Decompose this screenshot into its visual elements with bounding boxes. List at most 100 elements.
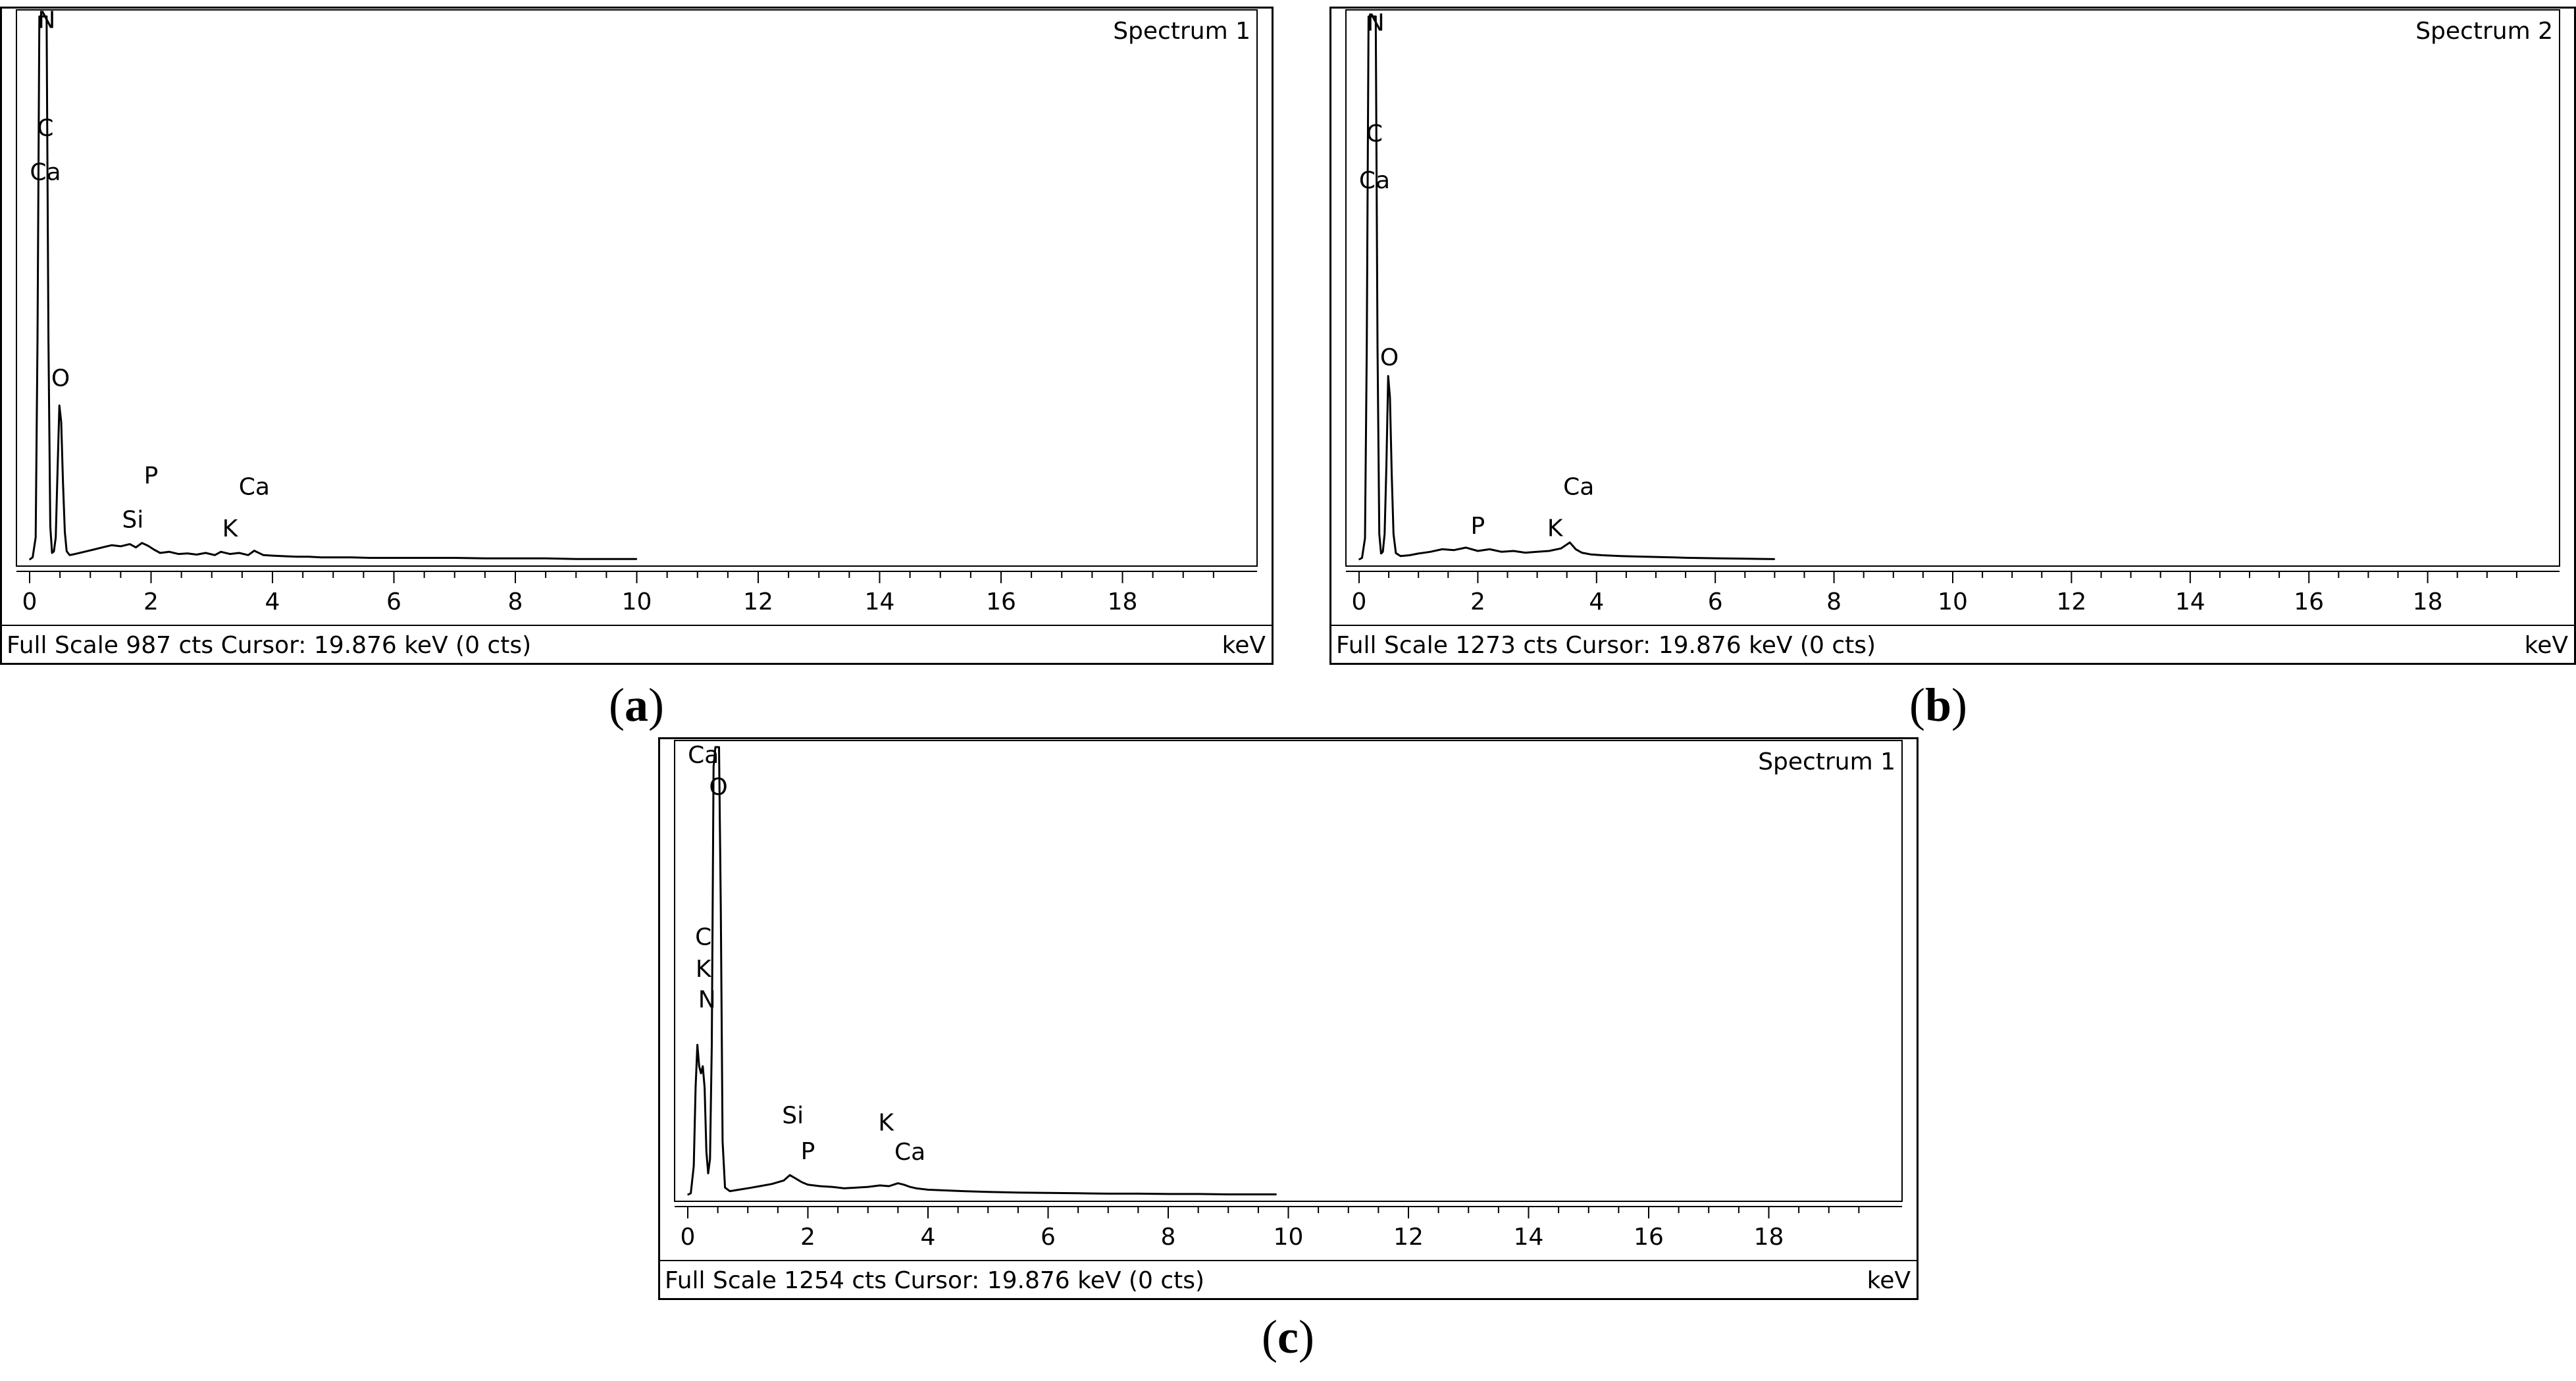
spectrum-title: Spectrum 1 <box>1113 18 1250 45</box>
spectrum-point <box>1358 559 1360 560</box>
spectrum-point <box>1685 557 1686 559</box>
spectrum-point <box>1589 554 1591 556</box>
spectrum-point <box>57 471 59 473</box>
spectrum-point <box>1389 396 1391 398</box>
spectrum-point <box>1372 16 1373 17</box>
spectrum-point <box>706 1151 708 1153</box>
x-axis-unit: keV <box>1867 1267 1911 1294</box>
x-axis-unit: keV <box>1222 632 1266 659</box>
spectrum-point <box>1655 556 1657 558</box>
spectrum-point <box>795 1178 797 1180</box>
spectrum-point <box>141 542 143 544</box>
spectrum-point <box>695 1087 696 1089</box>
x-tick-label: 2 <box>143 588 159 615</box>
x-tick-label: 10 <box>622 588 652 615</box>
spectrum-point <box>709 1158 711 1160</box>
spectrum-point <box>308 556 310 558</box>
spectrum-point <box>879 1185 881 1186</box>
status-readout: Full Scale 1254 cts Cursor: 19.876 keV (… <box>665 1267 1204 1294</box>
spectrum-point <box>61 421 62 423</box>
spectrum-point <box>1364 537 1366 539</box>
spectrum-point <box>49 526 51 527</box>
spectrum-point <box>1673 556 1674 558</box>
spectrum-point <box>636 558 638 560</box>
spectrum-point <box>238 552 240 554</box>
panel-frame <box>658 737 1919 1300</box>
spectrum-line <box>29 15 637 561</box>
spectrum-point <box>214 554 216 556</box>
spectrum-point <box>42 16 44 17</box>
spectrum-point <box>1197 1193 1199 1195</box>
spectrum-point <box>1391 473 1393 475</box>
x-tick-label: 18 <box>1754 1224 1784 1251</box>
x-axis-unit: keV <box>2525 632 2569 659</box>
spectrum-point <box>253 550 255 552</box>
spectrum-point <box>897 1182 899 1184</box>
spectrum-point <box>1370 16 1371 17</box>
spectrum-chart-b: 0 2 4 6 8 10 12 14 16 18 N C Ca O P K Ca Spectrum 2 Full S… <box>1329 7 2576 665</box>
spectrum-point <box>963 1190 965 1192</box>
spectrum-point <box>801 1182 803 1183</box>
spectrum-point <box>32 556 34 558</box>
spectrum-panel-a: 0 2 4 6 8 10 12 14 16 18 N C Ca O P Si Ca K Spectrum 1 Full… <box>0 7 1274 665</box>
peak-label: N <box>1367 9 1385 36</box>
spectrum-point <box>51 552 53 554</box>
spectrum-point <box>1453 549 1455 551</box>
peak-label: C <box>1366 120 1383 147</box>
peak-label: K <box>1547 515 1564 542</box>
peak-label: P <box>144 463 159 490</box>
spectrum-point <box>55 536 57 538</box>
spectrum-point <box>35 536 37 538</box>
spectrum-point <box>747 1187 749 1189</box>
panel-frame <box>0 7 1274 665</box>
spectrum-point <box>759 1186 761 1187</box>
spectrum-point <box>819 1186 821 1187</box>
spectrum-point <box>1408 554 1410 556</box>
spectrum-point <box>722 1140 723 1142</box>
spectrum-point <box>1382 551 1383 553</box>
spectrum-title: Spectrum 2 <box>2415 18 2553 45</box>
spectrum-point <box>708 1172 709 1174</box>
spectrum-point <box>195 554 197 556</box>
spectrum-point <box>369 557 371 559</box>
spectrum-point <box>351 556 352 558</box>
spectrum-point <box>46 16 47 17</box>
peak-label: C <box>37 115 53 142</box>
spectrum-point <box>1385 465 1387 467</box>
spectrum-point <box>1368 16 1370 17</box>
spectrum-point <box>1620 556 1621 557</box>
spectrum-point <box>69 554 70 556</box>
spectrum-point <box>724 1187 726 1188</box>
spectrum-point <box>789 1174 790 1176</box>
status-readout: Full Scale 1273 cts Cursor: 19.876 keV (… <box>1336 632 1876 659</box>
peak-label: Ca <box>688 742 719 769</box>
spectrum-point <box>605 558 607 560</box>
spectrum-panel-b: 0 2 4 6 8 10 12 14 16 18 N C Ca O P K Ca Spectrum 2 Full S… <box>1329 7 2576 665</box>
peak-label: P <box>1471 513 1485 540</box>
spectrum-point <box>1377 346 1378 347</box>
spectrum-point <box>716 746 718 748</box>
x-tick-label: 6 <box>386 588 401 615</box>
spectrum-point <box>93 549 94 550</box>
spectrum-point <box>696 1044 698 1046</box>
spectrum-point <box>927 1189 929 1191</box>
spectrum-point <box>690 1193 692 1194</box>
plot-area <box>1345 9 2560 567</box>
spectrum-point <box>101 546 103 548</box>
peak-label: Ca <box>239 473 270 500</box>
spectrum-point <box>272 555 273 556</box>
spectrum-point <box>575 558 577 560</box>
spectrum-point <box>37 338 38 340</box>
spectrum-point <box>713 766 715 768</box>
x-tick-label: 18 <box>1108 588 1138 615</box>
spectrum-point <box>693 1165 694 1167</box>
spectrum-point <box>64 531 66 533</box>
peak-label: Ca <box>1563 473 1594 500</box>
spectrum-point <box>1524 552 1526 554</box>
spectrum-point <box>120 546 122 547</box>
spectrum-point <box>168 551 170 553</box>
x-tick-label: 14 <box>865 588 895 615</box>
spectrum-point <box>711 1044 713 1046</box>
spectrum-point <box>771 1183 773 1185</box>
